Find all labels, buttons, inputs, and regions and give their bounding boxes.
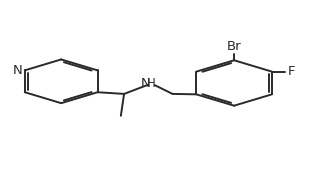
Text: F: F — [288, 65, 296, 78]
Text: N: N — [141, 77, 151, 90]
Text: H: H — [147, 77, 156, 90]
Text: N: N — [13, 64, 22, 77]
Text: Br: Br — [227, 40, 242, 53]
